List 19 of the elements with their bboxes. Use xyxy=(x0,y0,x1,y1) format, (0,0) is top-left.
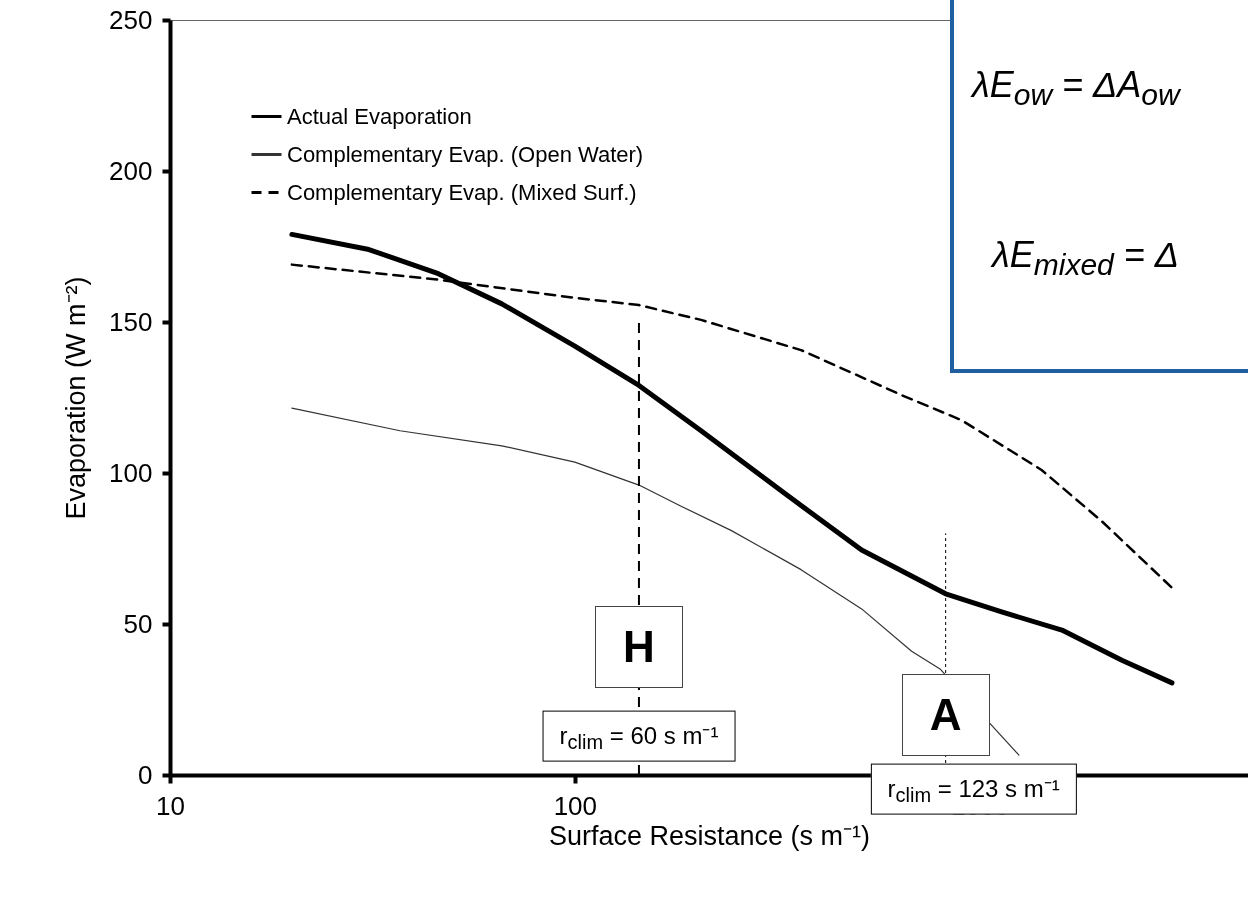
legend-label: Complementary Evap. (Mixed Surf.) xyxy=(287,179,637,205)
annotation: r$_{clim}$ = 60 s m⁻¹ xyxy=(542,710,736,762)
x-axis-title: Surface Resistance (s m⁻¹) xyxy=(548,820,871,851)
annotation: λE$_{ow}$ = ΔA$_{ow}$ xyxy=(972,64,1180,113)
annotation: λE$_{mixed}$ = Δ xyxy=(992,234,1179,283)
y-axis-title: Evaporation (W m⁻²) xyxy=(61,276,92,520)
y-tick-label: 50 xyxy=(123,608,153,639)
equation-box: λE$_{ow}$ = ΔA$_{ow}$ λE$_{mixed}$ = Δ xyxy=(950,0,1248,373)
y-tick-label: 0 xyxy=(138,759,153,790)
legend-label: Complementary Evap. (Open Water) xyxy=(287,141,644,167)
annotation: r$_{clim}$ = 123 s m⁻¹ xyxy=(870,763,1077,815)
ref-line-label: H xyxy=(594,605,683,688)
y-tick-label: 150 xyxy=(109,306,153,337)
y-tick-label: 250 xyxy=(109,4,153,35)
y-tick-label: 200 xyxy=(109,155,153,186)
ref-line-label: A xyxy=(901,673,990,756)
x-tick-label: 10 xyxy=(156,790,185,821)
legend-label: Actual Evaporation xyxy=(287,103,472,129)
y-tick-label: 100 xyxy=(109,457,153,488)
